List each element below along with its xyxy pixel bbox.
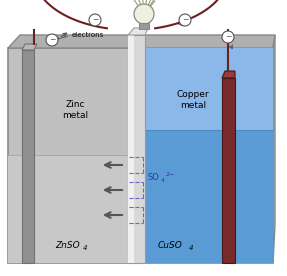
Bar	[139, 23, 149, 29]
Bar	[22, 50, 34, 263]
Text: electrons: electrons	[72, 32, 104, 38]
Polygon shape	[273, 35, 275, 263]
Polygon shape	[222, 71, 235, 78]
Text: SO: SO	[148, 174, 160, 182]
Polygon shape	[128, 28, 148, 35]
Text: CuSO: CuSO	[158, 240, 183, 250]
Polygon shape	[22, 44, 37, 50]
Circle shape	[222, 31, 234, 43]
Bar	[8, 48, 273, 263]
Text: −: −	[182, 15, 188, 25]
Text: 4: 4	[161, 179, 165, 184]
Text: −: −	[49, 36, 55, 44]
Circle shape	[46, 34, 58, 46]
Text: 4: 4	[83, 245, 88, 251]
Text: Copper
metal: Copper metal	[177, 90, 209, 110]
Polygon shape	[128, 35, 134, 263]
Text: 2−: 2−	[166, 172, 175, 177]
Circle shape	[89, 14, 101, 26]
Bar	[8, 155, 136, 263]
Polygon shape	[8, 35, 275, 48]
Text: −: −	[92, 15, 98, 25]
Text: −: −	[225, 33, 231, 41]
Text: Zinc
metal: Zinc metal	[62, 100, 88, 120]
Bar	[222, 78, 235, 263]
Bar	[136, 48, 273, 263]
Polygon shape	[128, 35, 145, 263]
Circle shape	[179, 14, 191, 26]
Circle shape	[134, 4, 154, 24]
Bar	[136, 48, 273, 130]
Text: ZnSO: ZnSO	[55, 240, 80, 250]
Text: 4: 4	[189, 245, 193, 251]
